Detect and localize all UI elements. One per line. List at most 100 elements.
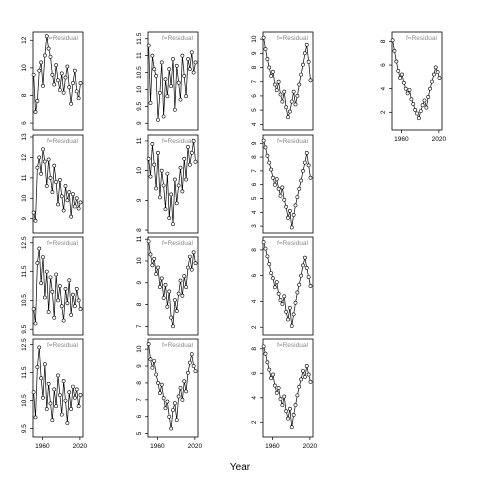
data-point <box>157 391 162 395</box>
data-point <box>280 302 285 306</box>
data-point <box>150 365 155 370</box>
data-point <box>286 317 290 322</box>
y-tick-label: 10.5 <box>21 294 28 307</box>
data-point <box>148 357 153 362</box>
data-point <box>172 298 177 303</box>
data-point <box>61 379 66 383</box>
data-point <box>67 190 72 195</box>
panel-strip-label: f=Residual <box>277 35 308 42</box>
data-point <box>46 381 51 386</box>
data-point <box>65 64 70 69</box>
data-point <box>178 278 183 283</box>
data-point <box>426 95 431 99</box>
data-point <box>71 292 75 297</box>
y-tick-label: 9 <box>251 141 258 145</box>
series-line <box>263 346 311 428</box>
data-point <box>154 74 159 78</box>
data-point <box>67 85 72 90</box>
panel-frame <box>262 31 314 131</box>
data-point <box>57 88 62 92</box>
panel-frame <box>262 134 314 234</box>
data-point <box>48 175 53 180</box>
data-point <box>274 390 279 395</box>
data-point <box>267 262 272 266</box>
data-point <box>35 165 40 170</box>
data-point <box>308 284 313 288</box>
data-point <box>31 307 36 311</box>
data-point <box>276 79 281 84</box>
data-point <box>150 142 155 146</box>
data-point <box>165 171 170 176</box>
data-point <box>274 177 279 182</box>
y-tick-label: 4 <box>251 122 258 126</box>
data-point <box>193 60 198 65</box>
panel-strip-label: f=Residual <box>406 35 437 42</box>
data-point <box>261 138 266 143</box>
data-point <box>187 360 192 365</box>
data-point <box>71 81 75 85</box>
data-point <box>184 389 189 394</box>
data-point <box>193 159 198 164</box>
panel-r3-c2: f=Residual 2 4 6 8 1960 2020 <box>251 338 317 450</box>
data-point <box>274 280 279 285</box>
data-point <box>265 57 270 61</box>
data-point <box>304 42 309 47</box>
data-point <box>291 213 296 217</box>
series-line <box>33 36 81 113</box>
data-point <box>297 186 302 191</box>
data-point <box>401 80 406 85</box>
data-point <box>191 139 196 143</box>
data-point <box>54 180 59 184</box>
data-point <box>424 105 429 110</box>
data-point <box>159 168 164 173</box>
data-point <box>178 165 183 170</box>
data-point <box>271 69 275 74</box>
data-point <box>71 384 75 389</box>
data-point <box>154 186 159 191</box>
panel-r1-c2: f=Residual 3 4 5 6 7 8 9 <box>251 134 314 234</box>
data-point <box>297 384 302 389</box>
y-tick-label: 6 <box>251 273 258 277</box>
data-point <box>289 225 294 230</box>
data-point <box>35 365 40 369</box>
data-point <box>297 82 302 87</box>
y-tick-label: 12 <box>21 153 28 161</box>
y-tick-label: 6 <box>251 183 258 187</box>
panel-frame <box>32 338 84 438</box>
panel-r2-c2: f=Residual 2 4 6 8 <box>251 236 314 336</box>
data-point <box>63 75 68 80</box>
y-tick-label: 12.5 <box>21 338 28 351</box>
data-point <box>54 404 59 409</box>
data-point <box>37 345 42 350</box>
data-point <box>261 35 266 40</box>
data-point <box>159 382 164 387</box>
data-point <box>157 285 162 289</box>
data-point <box>76 404 81 409</box>
data-point <box>56 298 60 303</box>
data-point <box>165 94 170 99</box>
panel-strip-label: f=Residual <box>277 342 308 349</box>
data-point <box>304 151 309 155</box>
panel-frame <box>147 338 199 438</box>
y-tick-label: 12.5 <box>21 236 28 249</box>
data-point <box>167 216 172 221</box>
data-point <box>41 147 45 152</box>
data-point <box>156 381 160 385</box>
data-point <box>74 196 79 201</box>
data-point <box>152 256 157 261</box>
y-tick-label: 8 <box>251 65 258 69</box>
data-point <box>405 91 410 96</box>
data-point <box>263 145 268 150</box>
data-point <box>187 254 192 259</box>
panel-strip-label: f=Residual <box>162 342 193 349</box>
y-tick-label: 6 <box>251 94 258 98</box>
data-point <box>54 63 59 68</box>
data-point <box>33 218 38 223</box>
series-line <box>33 149 81 221</box>
panel-strip-label: f=Residual <box>47 342 78 349</box>
data-point <box>163 207 168 212</box>
data-point <box>71 192 75 197</box>
data-point <box>65 198 70 203</box>
data-point <box>159 60 164 65</box>
data-point <box>280 403 285 408</box>
